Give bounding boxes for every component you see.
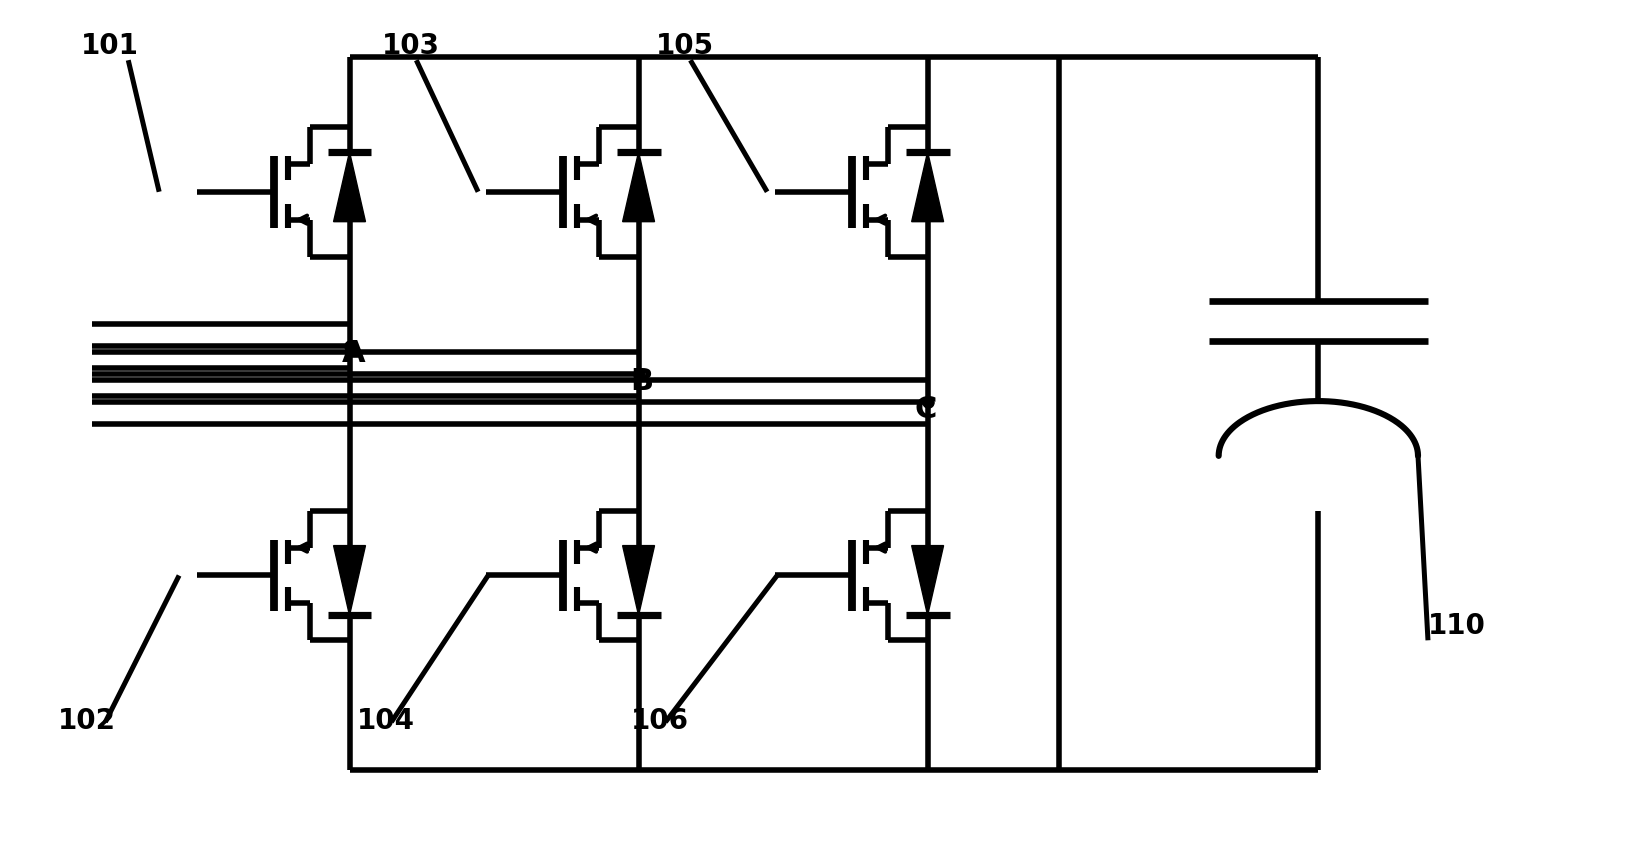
Polygon shape [622, 152, 655, 222]
Polygon shape [912, 546, 944, 615]
Polygon shape [912, 152, 944, 222]
Polygon shape [333, 546, 366, 615]
Text: B: B [630, 366, 653, 396]
Text: 103: 103 [382, 32, 439, 60]
Text: 110: 110 [1428, 613, 1485, 640]
Text: 105: 105 [655, 32, 713, 60]
Text: 101: 101 [80, 32, 138, 60]
Text: C: C [915, 394, 938, 424]
Text: A: A [341, 338, 366, 368]
Polygon shape [622, 546, 655, 615]
Text: 104: 104 [356, 707, 414, 735]
Polygon shape [333, 152, 366, 222]
Text: 102: 102 [57, 707, 115, 735]
Text: 106: 106 [630, 707, 689, 735]
